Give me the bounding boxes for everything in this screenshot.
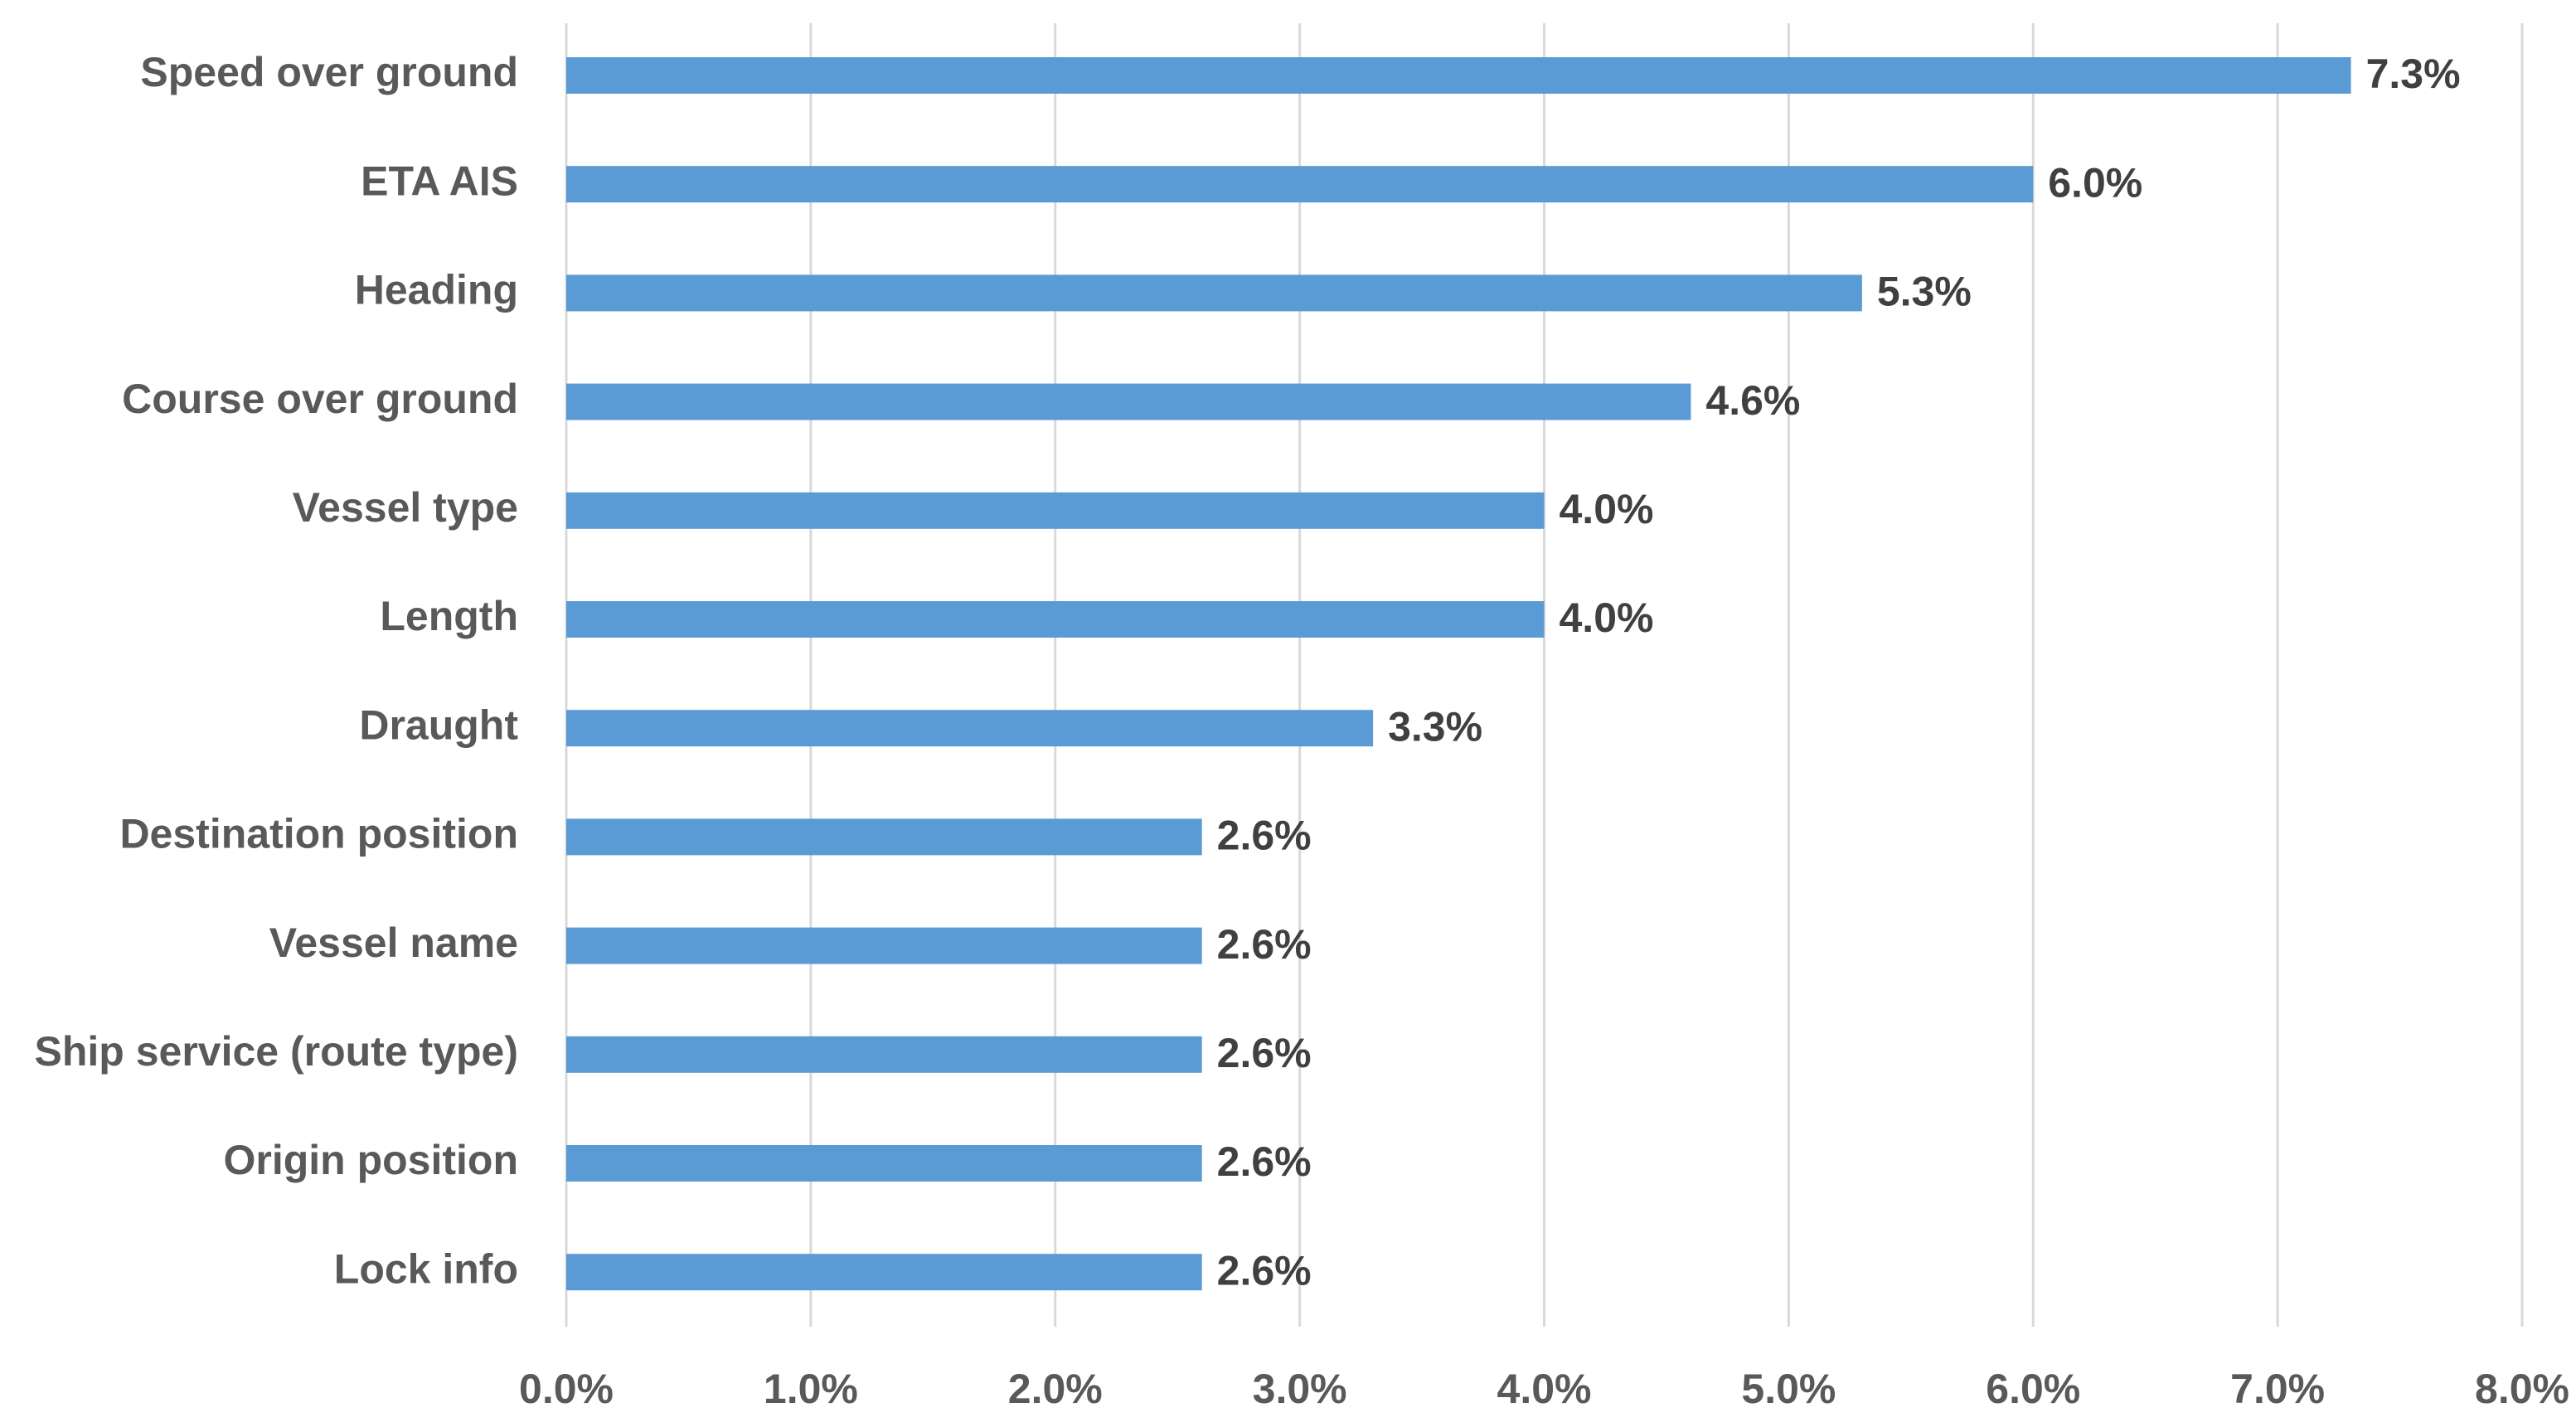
y-tick-label: Destination position	[119, 811, 518, 857]
y-tick-label: Lock info	[334, 1245, 518, 1292]
x-tick-label: 7.0%	[2230, 1366, 2325, 1412]
y-tick-label: Vessel type	[293, 484, 518, 531]
data-label: 6.0%	[2048, 159, 2142, 206]
y-tick-label: Origin position	[223, 1137, 518, 1183]
bar	[566, 927, 1202, 964]
x-tick-label: 5.0%	[1741, 1366, 1836, 1412]
bar	[566, 1036, 1202, 1073]
x-tick-label: 0.0%	[519, 1366, 614, 1412]
data-label: 2.6%	[1217, 1247, 1312, 1294]
x-tick-label: 2.0%	[1008, 1366, 1103, 1412]
data-label: 4.0%	[1560, 486, 1654, 532]
x-tick-label: 1.0%	[764, 1366, 858, 1412]
data-label: 7.3%	[2366, 51, 2461, 97]
bar	[566, 1254, 1202, 1291]
bar	[566, 1145, 1202, 1182]
data-label: 2.6%	[1217, 1030, 1312, 1076]
y-tick-label: Vessel name	[269, 920, 518, 966]
y-tick-label: Draught	[359, 701, 518, 748]
y-tick-label: Course over ground	[122, 376, 518, 422]
bar	[566, 383, 1691, 420]
bar	[566, 492, 1545, 529]
data-label: 4.0%	[1560, 595, 1654, 641]
bar	[566, 166, 2034, 203]
y-tick-label: Speed over ground	[140, 49, 518, 95]
x-tick-label: 6.0%	[1986, 1366, 2080, 1412]
bar	[566, 818, 1202, 856]
bar	[566, 274, 1862, 312]
x-tick-label: 8.0%	[2475, 1366, 2569, 1412]
data-label: 2.6%	[1217, 1138, 1312, 1185]
data-label: 4.6%	[1705, 377, 1800, 424]
data-label: 2.6%	[1217, 921, 1312, 968]
y-tick-label: Ship service (route type)	[35, 1028, 519, 1075]
data-label: 3.3%	[1388, 703, 1482, 750]
x-tick-label: 3.0%	[1253, 1366, 1347, 1412]
bar	[566, 601, 1545, 638]
bar	[566, 710, 1374, 747]
bar	[566, 57, 2351, 94]
y-tick-label: Length	[380, 593, 518, 639]
data-label: 5.3%	[1877, 269, 1972, 315]
data-label: 2.6%	[1217, 813, 1312, 859]
y-tick-label: ETA AIS	[361, 158, 518, 204]
y-tick-label: Heading	[355, 267, 518, 313]
x-tick-label: 4.0%	[1497, 1366, 1592, 1412]
